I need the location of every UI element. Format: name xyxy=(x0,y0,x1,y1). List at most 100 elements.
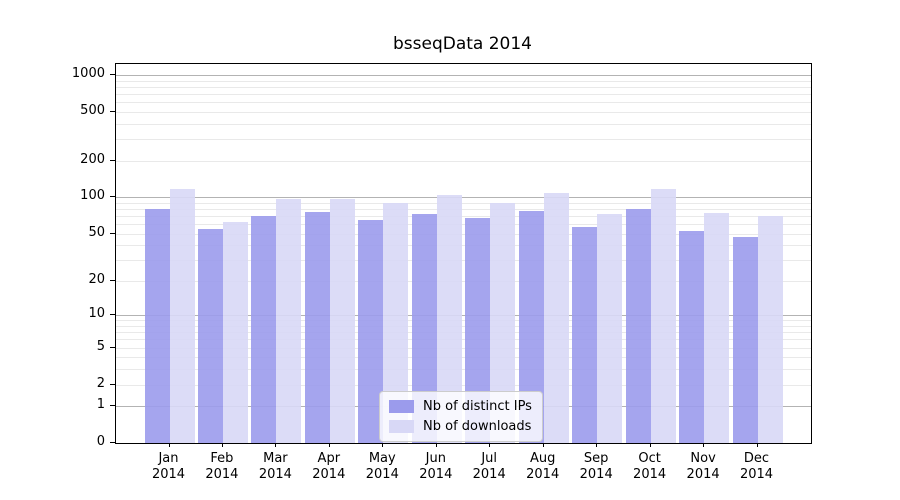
x-tick-month: Feb xyxy=(210,451,234,466)
x-tick-mark xyxy=(703,443,705,447)
y-tick-mark xyxy=(110,74,115,75)
minor-gridline xyxy=(116,202,811,204)
bar-dec-2014-downloads xyxy=(757,216,783,443)
x-tick-mark xyxy=(168,443,170,447)
minor-gridline xyxy=(116,80,811,82)
x-tick-label: Jun 2014 xyxy=(401,451,471,483)
bar-aug-2014-downloads xyxy=(543,192,569,443)
x-tick-year: 2014 xyxy=(365,467,399,482)
legend-label-downloads: Nb of downloads xyxy=(423,419,532,434)
y-tick-label: 500 xyxy=(80,102,105,118)
x-tick-month: Nov xyxy=(690,451,716,466)
y-tick-label: 10 xyxy=(88,306,105,322)
bar-nov-2014-distinct-ips xyxy=(679,230,705,443)
plot-area: Nb of distinct IPs Nb of downloads xyxy=(115,63,812,444)
minor-gridline xyxy=(116,233,811,235)
minor-gridline xyxy=(116,357,811,359)
x-tick-mark xyxy=(756,443,758,447)
x-tick-label: Jul 2014 xyxy=(454,451,524,483)
x-tick-year: 2014 xyxy=(686,467,720,482)
x-tick-year: 2014 xyxy=(419,467,453,482)
minor-gridline xyxy=(116,86,811,88)
y-tick-mark xyxy=(110,405,115,407)
minor-gridline xyxy=(116,123,811,125)
minor-gridline xyxy=(116,111,811,113)
bar-nov-2014-downloads xyxy=(704,213,730,443)
x-tick-mark xyxy=(435,443,437,447)
y-tick-mark xyxy=(110,159,115,161)
x-tick-month: May xyxy=(368,451,396,466)
minor-gridline xyxy=(116,339,811,341)
x-tick-mark xyxy=(328,443,330,447)
legend-swatch-distinct-ips xyxy=(389,400,414,413)
legend-label-distinct-ips: Nb of distinct IPs xyxy=(423,399,532,414)
x-tick-month: Oct xyxy=(638,451,661,466)
bar-feb-2014-distinct-ips xyxy=(197,228,223,443)
y-tick-label: 200 xyxy=(80,151,105,167)
y-tick-mark xyxy=(110,196,115,198)
y-tick-mark xyxy=(110,383,115,385)
y-tick-mark xyxy=(110,314,115,316)
y-tick-mark xyxy=(110,279,115,281)
x-tick-mark xyxy=(221,443,223,447)
legend-item-distinct-ips: Nb of distinct IPs xyxy=(389,399,532,414)
minor-gridline xyxy=(116,245,811,247)
bar-apr-2014-distinct-ips xyxy=(304,212,330,443)
y-tick-mark xyxy=(110,110,115,112)
bar-oct-2014-downloads xyxy=(650,189,676,443)
y-tick-label: 1 xyxy=(96,397,105,413)
y-tick-label: 5 xyxy=(96,338,105,354)
bar-apr-2014-downloads xyxy=(329,198,355,443)
major-gridline xyxy=(116,315,811,317)
major-gridline xyxy=(116,197,811,199)
bar-mar-2014-distinct-ips xyxy=(251,216,277,443)
major-gridline xyxy=(116,75,811,76)
minor-gridline xyxy=(116,320,811,322)
x-tick-mark xyxy=(542,443,544,447)
x-tick-mark xyxy=(275,443,277,447)
y-tick-mark xyxy=(110,232,115,234)
y-tick-label: 0 xyxy=(96,434,105,449)
x-tick-mark xyxy=(596,443,598,447)
minor-gridline xyxy=(116,216,811,217)
x-tick-year: 2014 xyxy=(258,467,292,482)
minor-gridline xyxy=(116,326,811,327)
minor-gridline xyxy=(116,260,811,262)
y-tick-mark xyxy=(110,346,115,348)
x-tick-month: Mar xyxy=(263,451,288,466)
minor-gridline xyxy=(116,139,811,140)
x-tick-label: Aug 2014 xyxy=(508,451,578,483)
minor-gridline xyxy=(116,160,811,162)
x-tick-year: 2014 xyxy=(739,467,774,482)
x-tick-label: Jan 2014 xyxy=(134,451,204,483)
bar-oct-2014-distinct-ips xyxy=(625,208,651,443)
x-tick-year: 2014 xyxy=(579,467,613,482)
x-tick-label: Oct 2014 xyxy=(615,451,685,483)
minor-gridline xyxy=(116,347,811,349)
x-tick-label: Mar 2014 xyxy=(240,451,310,483)
bar-jan-2014-distinct-ips xyxy=(144,208,170,443)
x-tick-label: May 2014 xyxy=(347,451,417,483)
chart-title: bsseqData 2014 xyxy=(392,34,532,54)
bar-jan-2014-downloads xyxy=(169,189,195,443)
x-tick-label: Feb 2014 xyxy=(187,451,257,483)
bar-sep-2014-downloads xyxy=(597,213,623,443)
x-tick-month: Dec xyxy=(743,451,770,466)
minor-gridline xyxy=(116,94,811,95)
x-tick-year: 2014 xyxy=(205,467,239,482)
minor-gridline xyxy=(116,332,811,334)
minor-gridline xyxy=(116,280,811,282)
y-tick-label: 1000 xyxy=(71,66,105,81)
x-tick-label: Apr 2014 xyxy=(294,451,364,483)
y-tick-mark xyxy=(110,442,115,443)
y-tick-label: 100 xyxy=(80,188,105,204)
x-tick-month: Apr xyxy=(317,451,341,466)
x-tick-month: Jan xyxy=(158,451,179,466)
bar-feb-2014-downloads xyxy=(222,222,248,443)
x-tick-year: 2014 xyxy=(526,467,560,482)
minor-gridline xyxy=(116,384,811,386)
minor-gridline xyxy=(116,102,811,104)
minor-gridline xyxy=(116,369,811,371)
legend: Nb of distinct IPs Nb of downloads xyxy=(379,391,543,442)
